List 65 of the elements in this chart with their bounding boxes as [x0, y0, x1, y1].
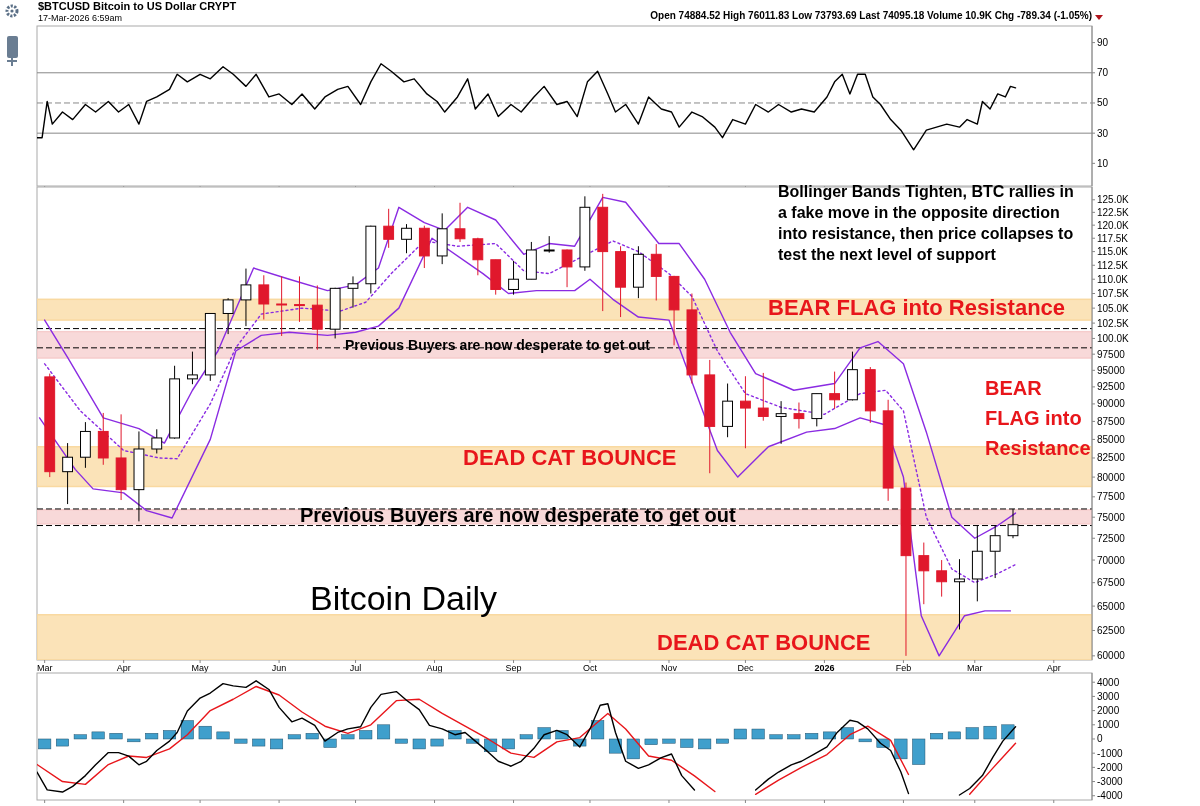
- x-tick-label: Sep: [505, 663, 522, 673]
- annotation: BEAR FLAG into Resistance: [768, 295, 1066, 320]
- y-tick-label: 10: [1097, 157, 1109, 169]
- x-tick-label: 2026: [814, 663, 835, 673]
- y-tick-label: 60000: [1097, 650, 1126, 662]
- y-tick-label: 122.5K: [1097, 206, 1130, 218]
- y-tick-label: -4000: [1097, 790, 1124, 802]
- annotation: BEAR FLAG into Resistance: [985, 377, 1091, 459]
- y-tick-label: 92500: [1097, 381, 1126, 393]
- annotation: Bollinger Bands Tighten, BTC rallies in a fake move in the opposite direction into resistance, then price collapses to test the next level of support: [778, 183, 1074, 263]
- y-tick-label: 90000: [1097, 398, 1126, 410]
- y-tick-label: 50: [1097, 97, 1109, 109]
- y-tick-label: 115.0K: [1097, 246, 1129, 258]
- x-tick-label: Apr: [1046, 663, 1061, 673]
- annotation: DEAD CAT BOUNCE: [463, 445, 677, 470]
- y-tick-label: 75000: [1097, 511, 1126, 523]
- y-tick-label: 125.0K: [1097, 194, 1130, 206]
- y-tick-label: 4000: [1097, 676, 1120, 688]
- y-tick-label: 102.5K: [1097, 317, 1130, 329]
- y-tick-label: 87500: [1097, 415, 1126, 427]
- chart-title: $BTCUSD Bitcoin to US Dollar CRYPT: [38, 0, 237, 12]
- y-tick-label: 107.5K: [1097, 288, 1130, 300]
- chart-subtitle: 17-Mar-2026 6:59am: [38, 13, 123, 23]
- y-tick-label: 65000: [1097, 600, 1126, 612]
- y-tick-label: 85000: [1097, 433, 1126, 445]
- x-tick-label: Aug: [426, 663, 443, 673]
- y-tick-label: 105.0K: [1097, 302, 1130, 314]
- y-tick-label: 2000: [1097, 705, 1120, 717]
- x-tick-label: Feb: [895, 663, 912, 673]
- y-tick-label: 90: [1097, 37, 1109, 49]
- annotation: DEAD CAT BOUNCE: [657, 630, 871, 655]
- y-tick-label: 72500: [1097, 532, 1126, 544]
- x-tick-label: Jul: [349, 663, 362, 673]
- y-tick-label: 117.5K: [1097, 232, 1129, 244]
- text: Open 74884.52 High 76011.83 Low 73793.69 Last 74095.18 Volume 10.9K Chg -789.34 (-1.05%): [650, 10, 1092, 21]
- y-tick-label: -1000: [1097, 747, 1124, 759]
- x-tick-label: Mar: [36, 663, 53, 673]
- y-tick-label: 62500: [1097, 624, 1126, 636]
- y-tick-label: 70: [1097, 67, 1109, 79]
- y-tick-label: 30: [1097, 127, 1109, 139]
- y-tick-label: 82500: [1097, 452, 1126, 464]
- x-tick-label: Jun: [271, 663, 287, 673]
- y-tick-label: 1000: [1097, 719, 1120, 731]
- y-tick-label: 70000: [1097, 554, 1126, 566]
- y-tick-label: 80000: [1097, 471, 1126, 483]
- y-tick-label: 0: [1097, 733, 1103, 745]
- x-tick-label: Oct: [582, 663, 598, 673]
- x-tick-label: May: [191, 663, 210, 673]
- text: Bitcoin Daily: [310, 579, 498, 617]
- y-tick-label: 100.0K: [1097, 332, 1130, 344]
- y-tick-label: 120.0K: [1097, 219, 1130, 231]
- y-tick-label: -3000: [1097, 776, 1124, 788]
- y-tick-label: 77500: [1097, 491, 1126, 503]
- y-tick-label: -2000: [1097, 761, 1124, 773]
- y-tick-label: 110.0K: [1097, 273, 1129, 285]
- x-tick-label: Nov: [660, 663, 678, 673]
- y-tick-label: 97500: [1097, 348, 1126, 360]
- y-tick-label: 95000: [1097, 364, 1126, 376]
- band-label: Previous Buyers are now desperate to get out: [300, 503, 737, 526]
- x-tick-label: Apr: [116, 663, 131, 673]
- y-tick-label: 67500: [1097, 577, 1126, 589]
- y-tick-label: 3000: [1097, 690, 1120, 702]
- y-tick-label: 112.5K: [1097, 259, 1129, 271]
- x-tick-label: Mar: [967, 663, 983, 673]
- x-tick-label: Dec: [737, 663, 754, 673]
